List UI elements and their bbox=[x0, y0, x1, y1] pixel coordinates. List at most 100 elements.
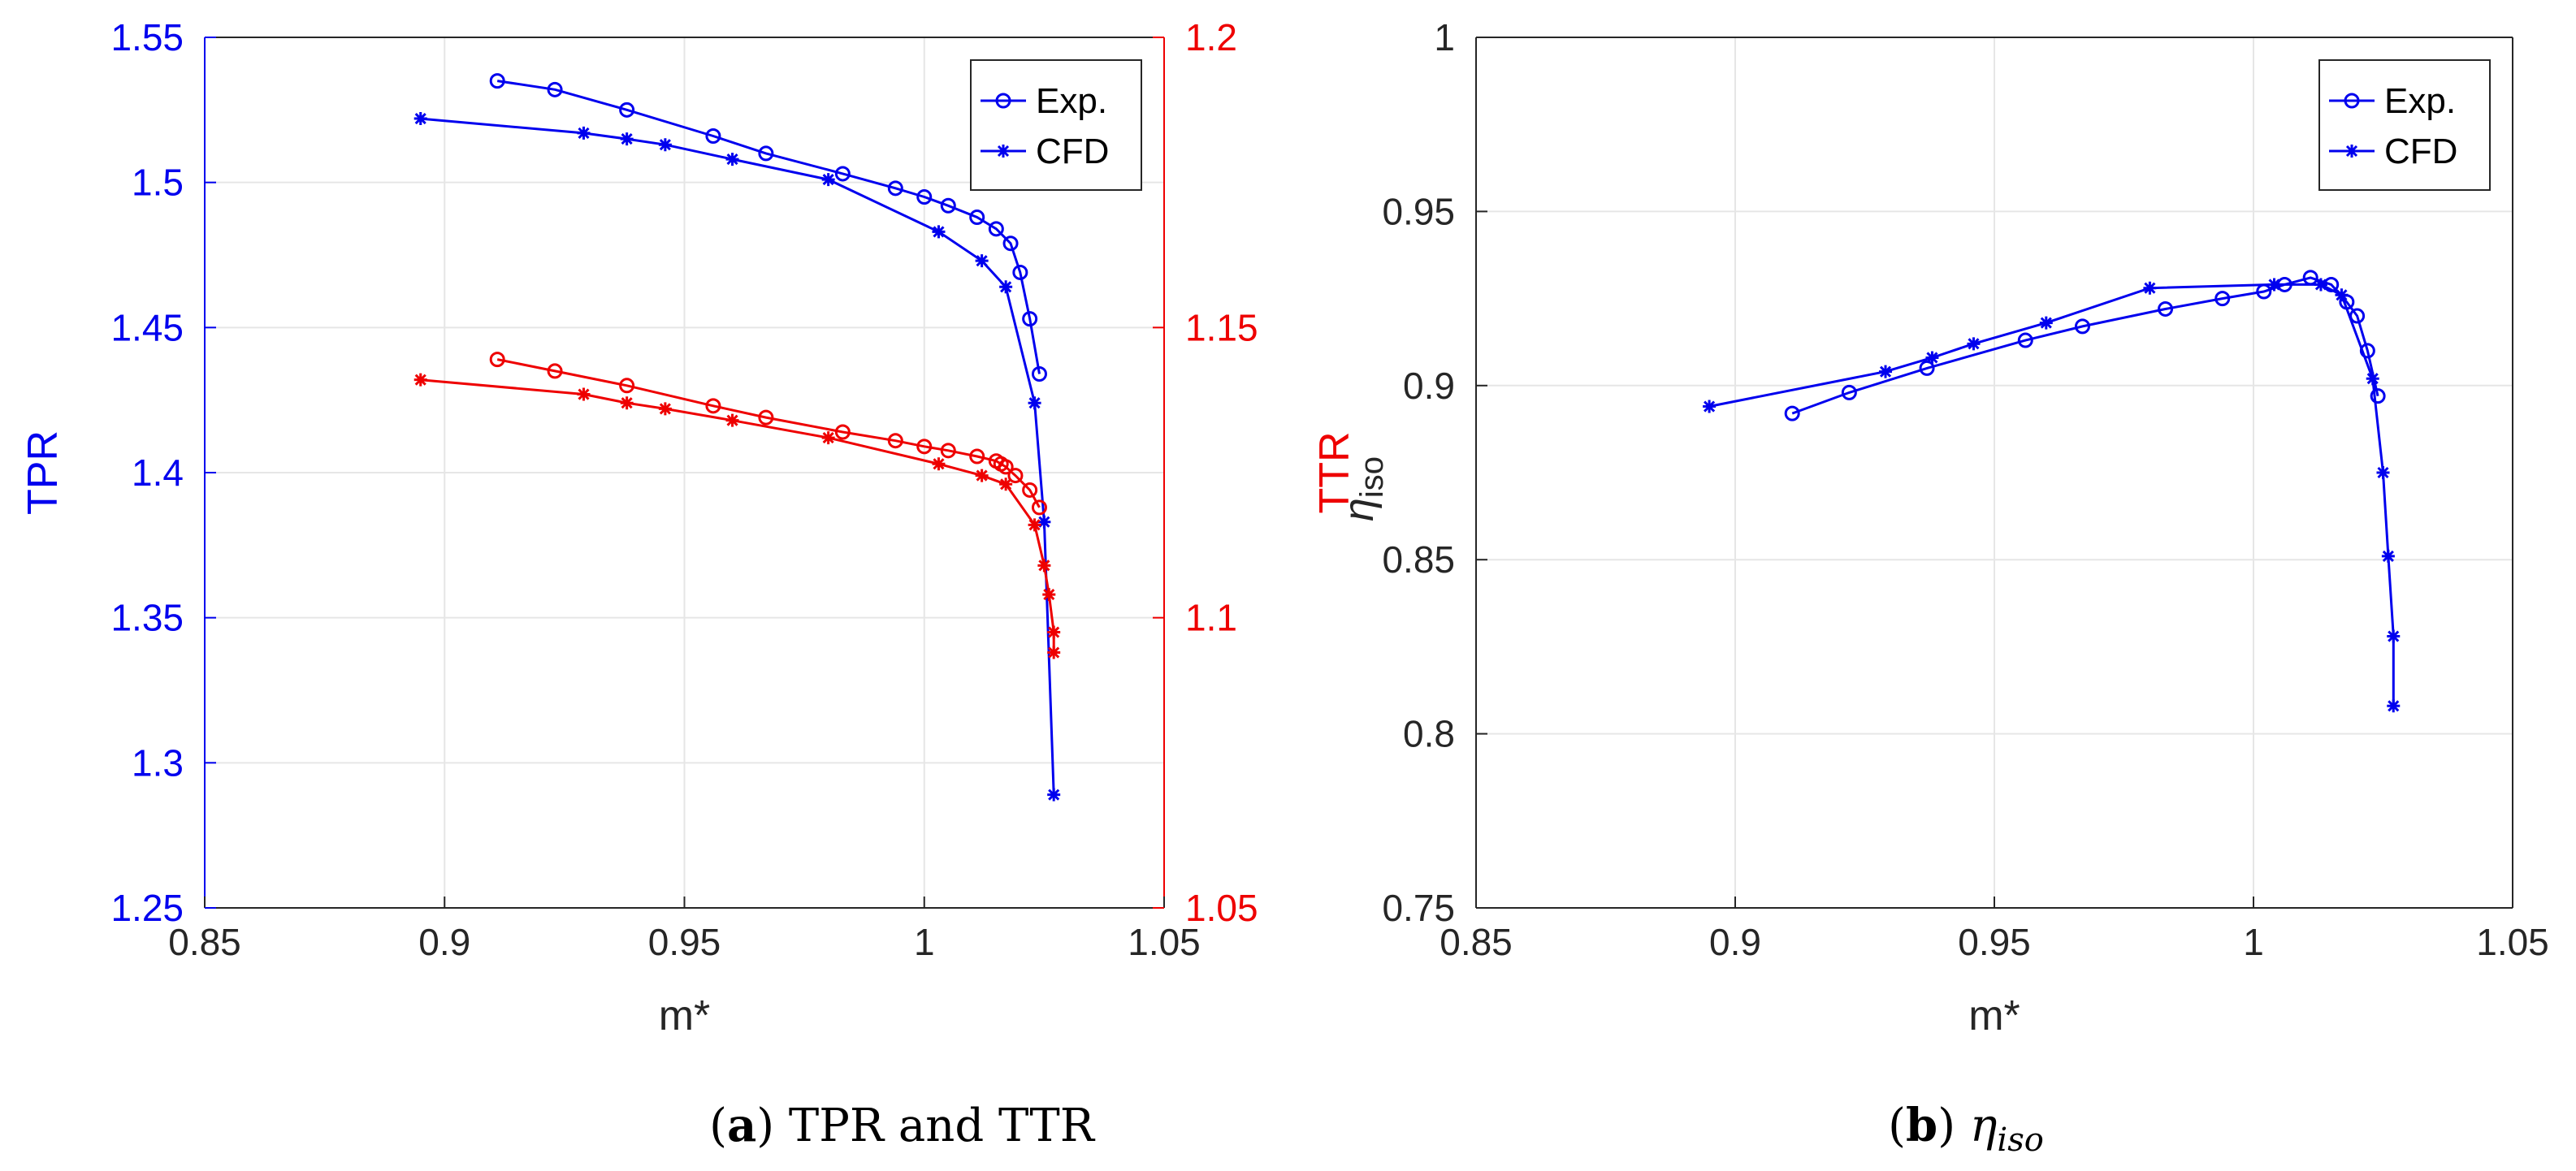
y-tick-label-right: 1.05 bbox=[1185, 887, 1258, 929]
tpr-exp-point bbox=[1031, 366, 1047, 382]
x-tick-label: 0.9 bbox=[418, 921, 470, 963]
x-tick-label: 0.9 bbox=[1709, 921, 1761, 963]
plot-b-legend-marker-0 bbox=[2344, 93, 2360, 109]
caption-b-sub: iso bbox=[1997, 1121, 2043, 1159]
ttr-cfd-point bbox=[821, 431, 835, 445]
tpr-exp-point bbox=[1022, 311, 1038, 327]
x-axis-label: m* bbox=[659, 992, 711, 1039]
x-tick-label: 0.85 bbox=[1440, 921, 1513, 963]
tpr-cfd-point bbox=[658, 138, 672, 152]
tpr-exp-point bbox=[834, 166, 851, 182]
y-axis-label-ttr: TTR bbox=[1311, 431, 1358, 513]
ttr-cfd-point bbox=[658, 402, 672, 416]
y-tick-label: 0.95 bbox=[1382, 190, 1455, 232]
tpr-cfd-point bbox=[1037, 515, 1051, 529]
caption-b-label: b bbox=[1906, 1099, 1937, 1152]
ttr-exp-point bbox=[998, 459, 1014, 475]
caption-b-symbol: η bbox=[1970, 1100, 1998, 1152]
eta-exp-line bbox=[1791, 276, 2379, 415]
y-tick-label: 0.85 bbox=[1382, 538, 1455, 581]
x-tick-label: 1.05 bbox=[1128, 921, 1201, 963]
ttr-cfd-point bbox=[725, 413, 739, 427]
y-tick-label: 0.75 bbox=[1382, 887, 1455, 929]
eta-cfd-point bbox=[2314, 278, 2327, 292]
eta-cfd-point bbox=[2143, 281, 2157, 295]
eta-cfd-point bbox=[1703, 400, 1717, 413]
y-tick-label: 1.55 bbox=[110, 16, 184, 58]
tpr-cfd-point bbox=[821, 173, 835, 187]
y-tick-label-right: 1.1 bbox=[1185, 597, 1237, 639]
eta-cfd-point bbox=[2387, 699, 2401, 713]
tpr-exp-point bbox=[705, 127, 721, 144]
ttr-exp-point bbox=[887, 433, 903, 449]
ttr-cfd-point bbox=[1042, 588, 1056, 602]
tpr-cfd-point bbox=[725, 153, 739, 166]
plot-a-legend-label-1: CFD bbox=[1036, 132, 1109, 171]
y-axis-label-eta: ηiso bbox=[1336, 456, 1390, 521]
eta-exp-point bbox=[2214, 291, 2231, 307]
ttr-exp-point bbox=[758, 409, 774, 426]
plot-a-legend-marker-1 bbox=[997, 145, 1010, 158]
tpr-cfd-point bbox=[413, 112, 427, 126]
ttr-cfd-point bbox=[975, 469, 989, 482]
caption-a-label: a bbox=[727, 1099, 756, 1152]
ttr-cfd-point bbox=[577, 387, 591, 401]
x-tick-label: 1 bbox=[2243, 921, 2264, 963]
y-tick-label: 1 bbox=[1434, 16, 1455, 58]
tpr-exp-point bbox=[887, 180, 903, 197]
caption-a: (a) TPR and TTR bbox=[709, 1099, 1096, 1152]
eta-exp-point bbox=[2017, 332, 2033, 348]
x-axis-label: m* bbox=[1968, 992, 2020, 1039]
tpr-cfd-point bbox=[1028, 396, 1041, 410]
tpr-cfd-point bbox=[620, 132, 634, 146]
ttr-exp-point bbox=[489, 352, 505, 368]
plot-a-tpr-ttr: 0.85 0.9 0.95 1 1.05 1.25 1.3 1.35 1.4 1.45 1.5 1.5… bbox=[19, 16, 1358, 1039]
ttr-cfd-point bbox=[1028, 518, 1041, 532]
ttr-exp-point bbox=[969, 448, 985, 465]
tpr-exp-line bbox=[496, 80, 1041, 374]
eta-cfd-point bbox=[2039, 316, 2053, 330]
eta-cfd-point bbox=[2387, 629, 2401, 643]
eta-exp-point bbox=[2158, 300, 2174, 317]
x-tick-label: 0.85 bbox=[168, 921, 241, 963]
tpr-exp-point bbox=[988, 221, 1004, 237]
tpr-cfd-point bbox=[999, 280, 1013, 294]
y-tick-label: 0.8 bbox=[1403, 713, 1455, 755]
ttr-cfd-point bbox=[413, 373, 427, 387]
tpr-exp-point bbox=[1012, 264, 1028, 280]
ttr-cfd-point bbox=[1047, 646, 1061, 659]
ttr-exp-line bbox=[496, 358, 1041, 508]
plot-b-legend-label-1: CFD bbox=[2384, 132, 2457, 171]
eta-exp-point bbox=[2074, 318, 2090, 335]
eta-cfd-point bbox=[1879, 365, 1893, 378]
y-tick-label-right: 1.2 bbox=[1185, 16, 1237, 58]
x-tick-label: 1.05 bbox=[2476, 921, 2549, 963]
eta-cfd-point bbox=[2376, 466, 2390, 479]
ttr-exp-point bbox=[1007, 468, 1024, 484]
caption-a-text: TPR and TTR bbox=[789, 1100, 1096, 1152]
eta-exp-point bbox=[2359, 343, 2375, 359]
plot-b-legend-label-0: Exp. bbox=[2384, 81, 2456, 121]
plot-a-legend bbox=[970, 59, 1142, 191]
y-axis-label-tpr: TPR bbox=[19, 430, 67, 515]
ttr-exp-point bbox=[619, 378, 635, 394]
y-tick-label: 1.5 bbox=[132, 162, 184, 204]
eta-cfd-point bbox=[2267, 278, 2281, 292]
tpr-exp-point bbox=[547, 81, 563, 97]
tpr-exp-point bbox=[969, 210, 985, 226]
y-tick-label: 1.3 bbox=[132, 741, 184, 784]
tpr-cfd-point bbox=[1047, 788, 1061, 802]
tpr-exp-point bbox=[619, 102, 635, 118]
eta-cfd-point bbox=[1967, 337, 1981, 351]
plot-b-eta-iso: 0.85 0.9 0.95 1 1.05 0.75 0.8 0.85 0.9 0.95 1 m* ηis… bbox=[1336, 16, 2549, 1039]
ttr-exp-point bbox=[916, 439, 933, 455]
ttr-exp-point bbox=[547, 363, 563, 379]
plot-b-legend bbox=[2318, 59, 2491, 191]
y-axis-label-eta-sub: iso bbox=[1354, 456, 1390, 498]
ttr-exp-point bbox=[1022, 482, 1038, 498]
ttr-exp-point bbox=[940, 443, 956, 459]
tpr-cfd-point bbox=[932, 225, 946, 239]
tpr-exp-point bbox=[916, 189, 933, 205]
ttr-cfd-point bbox=[932, 457, 946, 471]
